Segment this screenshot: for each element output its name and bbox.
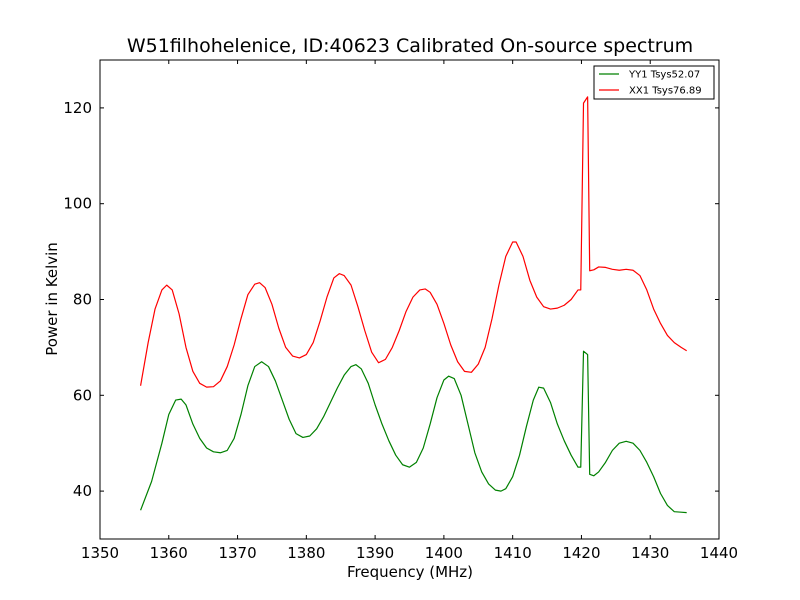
series-line-0: [140, 350, 687, 514]
y-axis-ticks: 40 60 80 100 120: [63, 99, 719, 500]
legend-label-xx1: XX1 Tsys76.89: [629, 86, 702, 97]
x-axis-label: Frequency (MHz): [347, 563, 473, 581]
y-tick-label: 40: [73, 482, 92, 500]
y-tick-label: 80: [73, 291, 92, 309]
x-tick-label: 1360: [150, 544, 188, 562]
legend: YY1 Tsys52.07 XX1 Tsys76.89: [593, 65, 715, 100]
y-tick-label: 120: [63, 99, 92, 117]
plot-area: 1350 1360 1370 1380 1390 1400 1410 1420 1430 1440…: [63, 59, 738, 562]
x-tick-label: 1410: [494, 544, 532, 562]
x-tick-label: 1370: [218, 544, 256, 562]
x-tick-label: 1440: [700, 544, 738, 562]
y-axis-label: Power in Kelvin: [43, 242, 61, 356]
x-tick-label: 1400: [425, 544, 463, 562]
chart-title: W51filhohelenice, ID:40623 Calibrated On…: [127, 35, 693, 57]
legend-label-yy1: YY1 Tsys52.07: [628, 70, 700, 81]
x-tick-label: 1380: [287, 544, 325, 562]
x-tick-label: 1420: [562, 544, 600, 562]
x-tick-label: 1390: [356, 544, 394, 562]
legend-box: [593, 65, 715, 100]
x-axis-ticks: 1350 1360 1370 1380 1390 1400 1410 1420 1430 1440: [81, 60, 738, 562]
series-line-1: [139, 96, 687, 388]
x-tick-label: 1350: [81, 544, 119, 562]
y-tick-label: 60: [73, 386, 92, 404]
plot-background: [100, 60, 719, 539]
y-tick-label: 100: [63, 195, 92, 213]
series-layer: [139, 96, 687, 514]
x-tick-label: 1430: [631, 544, 669, 562]
